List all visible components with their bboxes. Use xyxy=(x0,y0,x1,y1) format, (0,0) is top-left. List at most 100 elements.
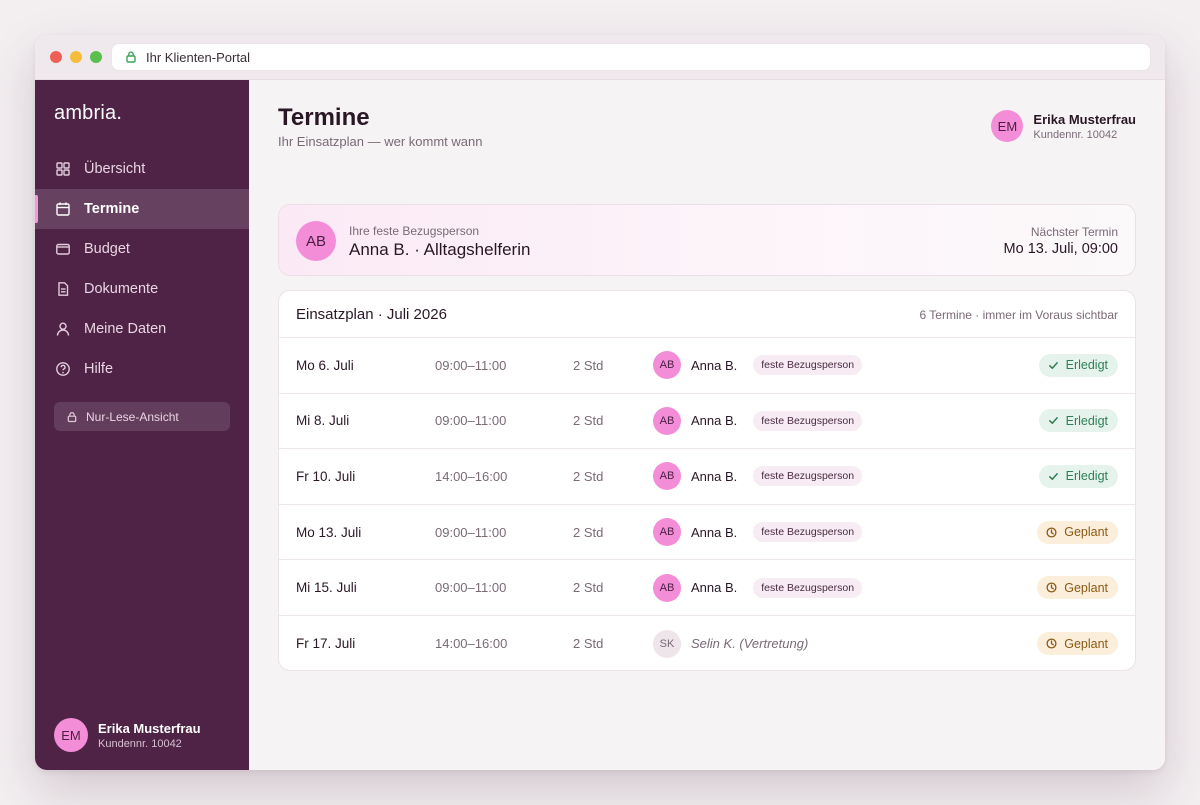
status-badge: Erledigt xyxy=(1038,353,1118,377)
status-label: Geplant xyxy=(1064,580,1108,595)
document-icon xyxy=(55,281,71,297)
browser-titlebar: Ihr Klienten-Portal xyxy=(35,35,1165,80)
minimize-window-button[interactable] xyxy=(70,51,82,63)
avatar: AB xyxy=(653,462,681,491)
avatar: EM xyxy=(54,718,88,752)
main-content: Termine Ihr Einsatzplan — wer kommt wann… xyxy=(249,80,1165,770)
status-cell: Erledigt xyxy=(1038,394,1118,449)
avatar: AB xyxy=(653,406,681,435)
sidebar: ambria. Übersicht Termine Budget xyxy=(35,80,249,770)
user-name: Erika Musterfrau xyxy=(98,720,201,736)
clock-icon xyxy=(1046,527,1057,538)
appointment-time: 09:00–11:00 xyxy=(435,357,507,373)
lock-icon xyxy=(124,50,138,64)
appointment-duration: 2 Std xyxy=(573,636,604,652)
person-name: Anna B. xyxy=(691,413,738,429)
customer-number: Kundennr. 10042 xyxy=(98,737,182,750)
role-tag: feste Bezugsperson xyxy=(753,466,863,487)
sidebar-item-hilfe[interactable]: Hilfe xyxy=(35,349,249,389)
role-tag: feste Bezugsperson xyxy=(753,577,863,598)
appointment-date: Mi 8. Juli xyxy=(296,413,350,429)
person-name: Anna B. xyxy=(691,468,738,484)
sidebar-item-meine-daten[interactable]: Meine Daten xyxy=(35,309,249,349)
appointment-date: Mi 15. Juli xyxy=(296,580,357,596)
appointment-person: SK Selin K. (Vertretung) xyxy=(653,616,809,670)
status-label: Erledigt xyxy=(1065,469,1108,484)
check-icon xyxy=(1048,471,1059,482)
table-row[interactable]: Mo 13. Juli 09:00–11:00 2 Std AB Anna B. fest… xyxy=(279,505,1135,561)
caregiver-card: AB Ihre feste Bezugsperson Anna B. · All… xyxy=(278,204,1136,276)
person-name: Selin K. (Vertretung) xyxy=(691,636,809,652)
table-row[interactable]: Mi 15. Juli 09:00–11:00 2 Std AB Anna B. fest… xyxy=(279,560,1135,616)
status-label: Erledigt xyxy=(1065,413,1108,428)
check-icon xyxy=(1048,415,1059,426)
appointment-duration: 2 Std xyxy=(573,580,604,596)
sidebar-item-uebersicht[interactable]: Übersicht xyxy=(35,149,249,189)
role-tag: feste Bezugsperson xyxy=(753,410,863,431)
sidebar-user[interactable]: EM Erika Musterfrau Kundennr. 10042 xyxy=(54,718,201,752)
status-badge: Erledigt xyxy=(1038,464,1118,488)
user-icon xyxy=(55,321,71,337)
sidebar-item-label: Dokumente xyxy=(84,281,159,297)
status-cell: Geplant xyxy=(1037,616,1118,670)
appointment-date: Mo 13. Juli xyxy=(296,524,362,540)
table-row[interactable]: Fr 10. Juli 14:00–16:00 2 Std AB Anna B. fest… xyxy=(279,449,1135,505)
page-subtitle: Ihr Einsatzplan — wer kommt wann xyxy=(278,134,483,149)
table-row[interactable]: Mi 8. Juli 09:00–11:00 2 Std AB Anna B. feste… xyxy=(279,394,1135,450)
sidebar-item-label: Termine xyxy=(84,201,140,217)
caregiver-avatar: AB xyxy=(296,221,336,261)
help-icon xyxy=(55,361,71,377)
status-cell: Erledigt xyxy=(1038,338,1118,393)
header-user[interactable]: EM Erika Musterfrau Kundennr. 10042 xyxy=(991,110,1136,142)
status-cell: Erledigt xyxy=(1038,449,1118,504)
role-tag: feste Bezugsperson xyxy=(753,522,863,543)
appointment-time: 14:00–16:00 xyxy=(435,636,508,652)
status-cell: Geplant xyxy=(1037,505,1118,560)
schedule-title: Einsatzplan · Juli 2026 xyxy=(296,306,447,323)
sidebar-item-budget[interactable]: Budget xyxy=(35,229,249,269)
status-badge: Geplant xyxy=(1037,632,1118,656)
appointment-person: AB Anna B. feste Bezugsperson xyxy=(653,560,863,615)
status-cell: Geplant xyxy=(1037,560,1118,615)
appointment-date: Mo 6. Juli xyxy=(296,357,354,373)
appointment-person: AB Anna B. feste Bezugsperson xyxy=(653,338,863,393)
wallet-icon xyxy=(55,241,71,257)
clock-icon xyxy=(1046,582,1057,593)
appointment-time: 14:00–16:00 xyxy=(435,468,508,484)
brand-logo: ambria. xyxy=(54,102,123,124)
page-title: Termine xyxy=(278,104,370,131)
appointment-time: 09:00–11:00 xyxy=(435,580,507,596)
close-window-button[interactable] xyxy=(50,51,62,63)
readonly-badge: Nur-Lese-Ansicht xyxy=(54,402,230,431)
person-name: Anna B. xyxy=(691,357,738,373)
schedule-header: Einsatzplan · Juli 2026 6 Termine · imme… xyxy=(279,291,1135,338)
address-bar[interactable]: Ihr Klienten-Portal xyxy=(111,43,1151,71)
customer-number: Kundennr. 10042 xyxy=(1033,128,1118,141)
browser-window: Ihr Klienten-Portal ambria. Übersicht Te… xyxy=(35,35,1165,770)
address-text: Ihr Klienten-Portal xyxy=(146,49,251,65)
schedule-list: Mo 6. Juli 09:00–11:00 2 Std AB Anna B. feste… xyxy=(279,338,1135,670)
appointment-duration: 2 Std xyxy=(573,524,604,540)
appointment-duration: 2 Std xyxy=(573,357,604,373)
table-row[interactable]: Mo 6. Juli 09:00–11:00 2 Std AB Anna B. feste… xyxy=(279,338,1135,394)
avatar: SK xyxy=(653,629,681,658)
status-badge: Erledigt xyxy=(1038,409,1118,433)
lock-icon xyxy=(66,411,78,423)
sidebar-item-termine[interactable]: Termine xyxy=(35,189,249,229)
sidebar-item-label: Budget xyxy=(84,241,130,257)
appointment-date: Fr 10. Juli xyxy=(296,468,356,484)
schedule-card: Einsatzplan · Juli 2026 6 Termine · imme… xyxy=(278,290,1136,671)
status-badge: Geplant xyxy=(1037,520,1118,544)
appointment-date: Fr 17. Juli xyxy=(296,636,356,652)
caregiver-name: Anna B. · Alltagshelferin xyxy=(349,240,531,259)
schedule-meta: 6 Termine · immer im Voraus sichtbar xyxy=(919,308,1118,322)
appointment-duration: 2 Std xyxy=(573,413,604,429)
status-label: Geplant xyxy=(1064,636,1108,651)
user-name: Erika Musterfrau xyxy=(1033,111,1136,127)
role-tag: feste Bezugsperson xyxy=(753,355,863,376)
caregiver-label: Ihre feste Bezugsperson xyxy=(349,224,480,238)
sidebar-item-dokumente[interactable]: Dokumente xyxy=(35,269,249,309)
table-row[interactable]: Fr 17. Juli 14:00–16:00 2 Std SK Selin K. (V… xyxy=(279,616,1135,670)
maximize-window-button[interactable] xyxy=(90,51,102,63)
sidebar-item-label: Hilfe xyxy=(84,361,114,377)
